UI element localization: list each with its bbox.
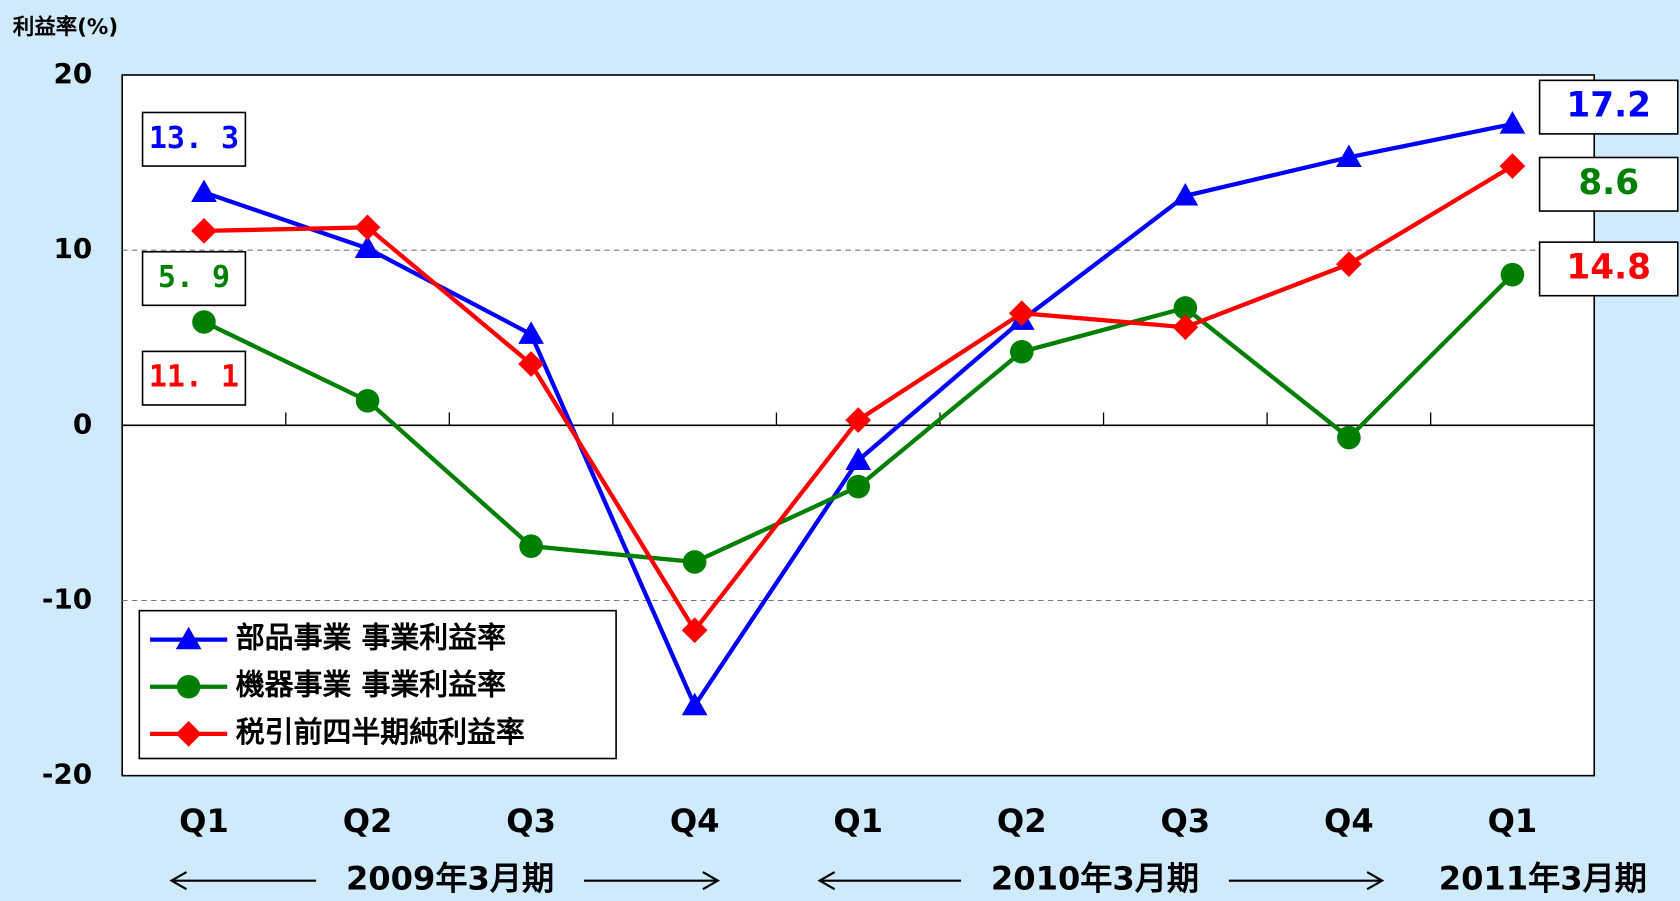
point xyxy=(176,674,201,699)
point xyxy=(1336,144,1362,167)
point xyxy=(682,550,707,574)
legend-marker xyxy=(176,674,201,699)
value-label: 8.6 xyxy=(1578,163,1639,203)
legend-label: 部品事業 事業利益率 xyxy=(236,621,506,655)
point xyxy=(1172,183,1199,206)
period-arrow xyxy=(583,871,721,891)
period-label: 2011年3月期 xyxy=(1439,860,1647,898)
point xyxy=(845,447,872,470)
point xyxy=(1008,300,1035,327)
point xyxy=(1499,153,1526,179)
value-label: 13. 3 xyxy=(149,121,239,156)
x-tick-label: Q2 xyxy=(343,802,393,840)
legend-marker xyxy=(175,626,202,650)
point xyxy=(681,692,708,716)
period-label: 2010年3月期 xyxy=(991,860,1199,898)
x-tick-label: Q4 xyxy=(670,802,720,840)
point xyxy=(518,321,544,344)
point xyxy=(1009,339,1034,364)
point xyxy=(845,407,872,433)
point xyxy=(175,721,202,747)
period-arrow xyxy=(817,871,962,891)
point xyxy=(192,310,216,334)
value-label-box xyxy=(141,350,247,406)
value-label-box xyxy=(1538,156,1679,212)
x-tick-label: Q1 xyxy=(1488,802,1538,840)
point xyxy=(681,617,708,644)
y-tick-label: -20 xyxy=(42,758,92,791)
x-tick-label: Q3 xyxy=(506,802,556,840)
y-tick-label: -10 xyxy=(42,582,92,615)
y-axis-label: 利益率(%) xyxy=(13,14,118,40)
value-label: 17.2 xyxy=(1566,86,1651,126)
period-label: 2009年3月期 xyxy=(346,860,554,898)
x-tick-label: Q1 xyxy=(833,802,883,840)
point xyxy=(1499,111,1526,134)
x-tick-label: Q3 xyxy=(1160,802,1210,840)
legend-marker xyxy=(175,721,202,747)
value-label-box xyxy=(1538,241,1679,297)
x-tick-label: Q2 xyxy=(997,802,1047,840)
x-tick-label: Q4 xyxy=(1324,802,1374,840)
point xyxy=(354,235,381,259)
point xyxy=(1172,314,1199,341)
point xyxy=(846,474,870,499)
period-arrow xyxy=(1228,871,1385,891)
point xyxy=(519,534,543,558)
legend-label: 機器事業 事業利益率 xyxy=(236,668,506,702)
value-label: 14.8 xyxy=(1566,247,1651,287)
point xyxy=(1173,296,1198,320)
y-tick-label: 20 xyxy=(53,57,92,90)
point xyxy=(355,389,380,413)
value-label: 5. 9 xyxy=(158,260,230,295)
value-label-box xyxy=(1538,79,1679,135)
period-arrow xyxy=(169,871,317,891)
x-tick-label: Q1 xyxy=(179,802,229,840)
value-label: 11. 1 xyxy=(149,360,239,395)
point xyxy=(191,179,217,202)
value-label-box xyxy=(141,111,247,167)
point xyxy=(175,626,202,650)
value-label-box xyxy=(141,250,247,307)
legend-label: 税引前四半期純利益率 xyxy=(236,715,525,749)
point xyxy=(1337,425,1361,450)
y-tick-label: 10 xyxy=(53,232,92,265)
point xyxy=(1500,262,1525,287)
y-tick-label: 0 xyxy=(73,407,92,440)
